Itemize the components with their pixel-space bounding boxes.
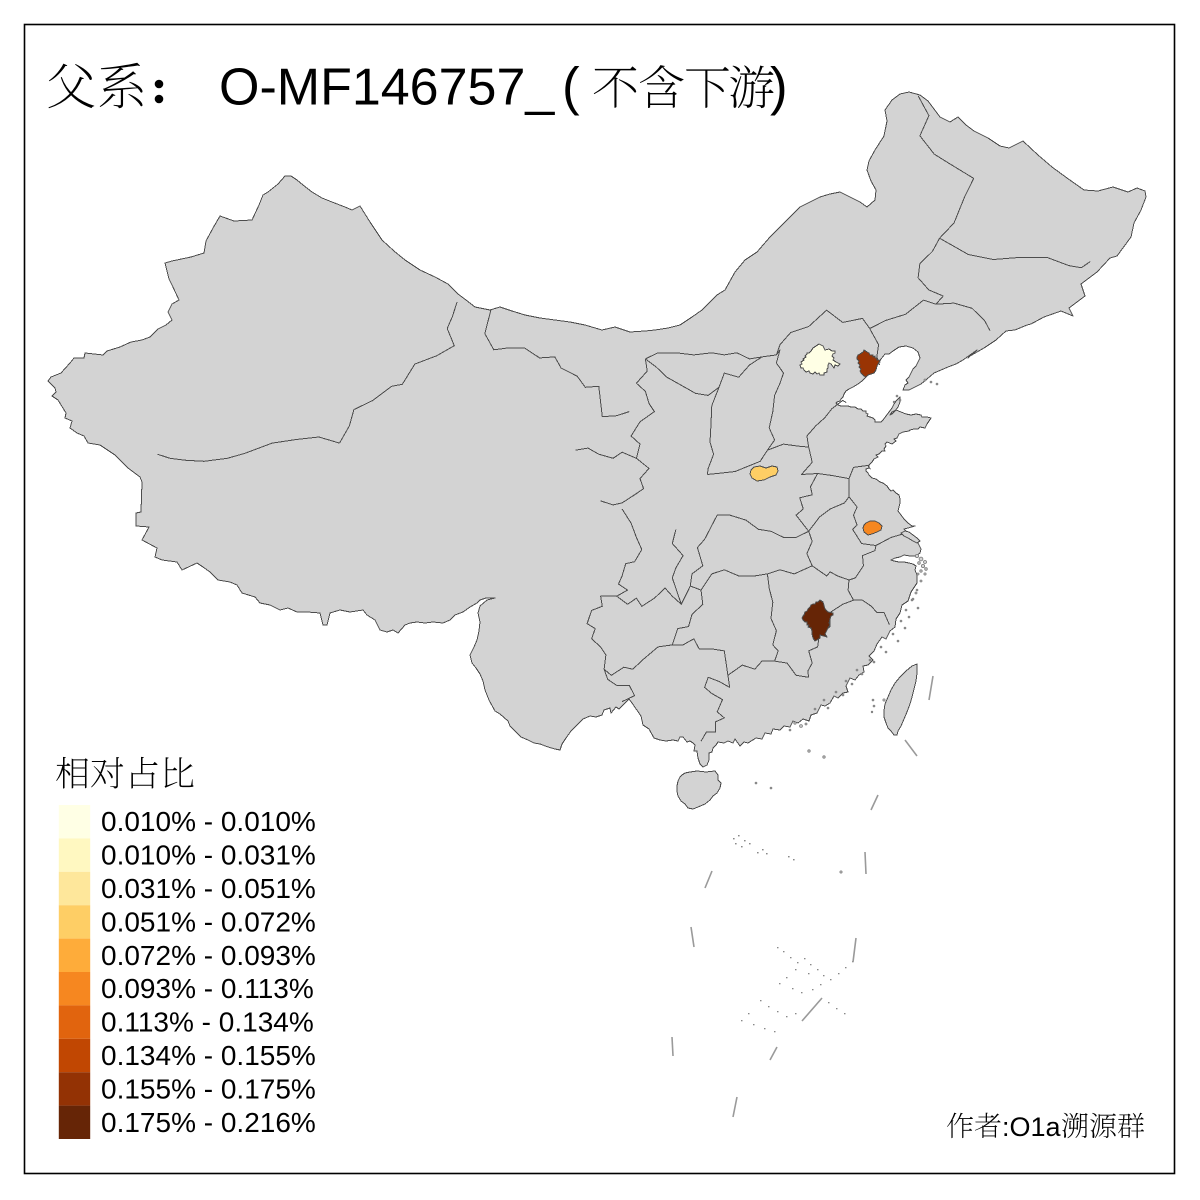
svg-text:0.113% - 0.134%: 0.113% - 0.134% xyxy=(101,1007,314,1038)
svg-text:0.072% - 0.093%: 0.072% - 0.093% xyxy=(101,940,316,971)
svg-text:(: ( xyxy=(562,58,580,117)
svg-text:0.134% - 0.155%: 0.134% - 0.155% xyxy=(101,1040,316,1071)
svg-text:0.093% - 0.113%: 0.093% - 0.113% xyxy=(101,973,314,1004)
svg-text:0.010% - 0.010%: 0.010% - 0.010% xyxy=(101,806,316,837)
svg-text:0.010% - 0.031%: 0.010% - 0.031% xyxy=(101,840,316,871)
svg-text:0.031% - 0.051%: 0.031% - 0.051% xyxy=(101,873,316,904)
svg-text:0.155% - 0.175%: 0.155% - 0.175% xyxy=(101,1073,316,1104)
svg-text:0.051% - 0.072%: 0.051% - 0.072% xyxy=(101,906,316,937)
svg-text:O-MF146757_: O-MF146757_ xyxy=(219,59,555,117)
svg-text:0.175% - 0.216%: 0.175% - 0.216% xyxy=(101,1107,316,1138)
svg-text:): ) xyxy=(770,58,788,117)
svg-text::O1a: :O1a xyxy=(1002,1112,1062,1142)
